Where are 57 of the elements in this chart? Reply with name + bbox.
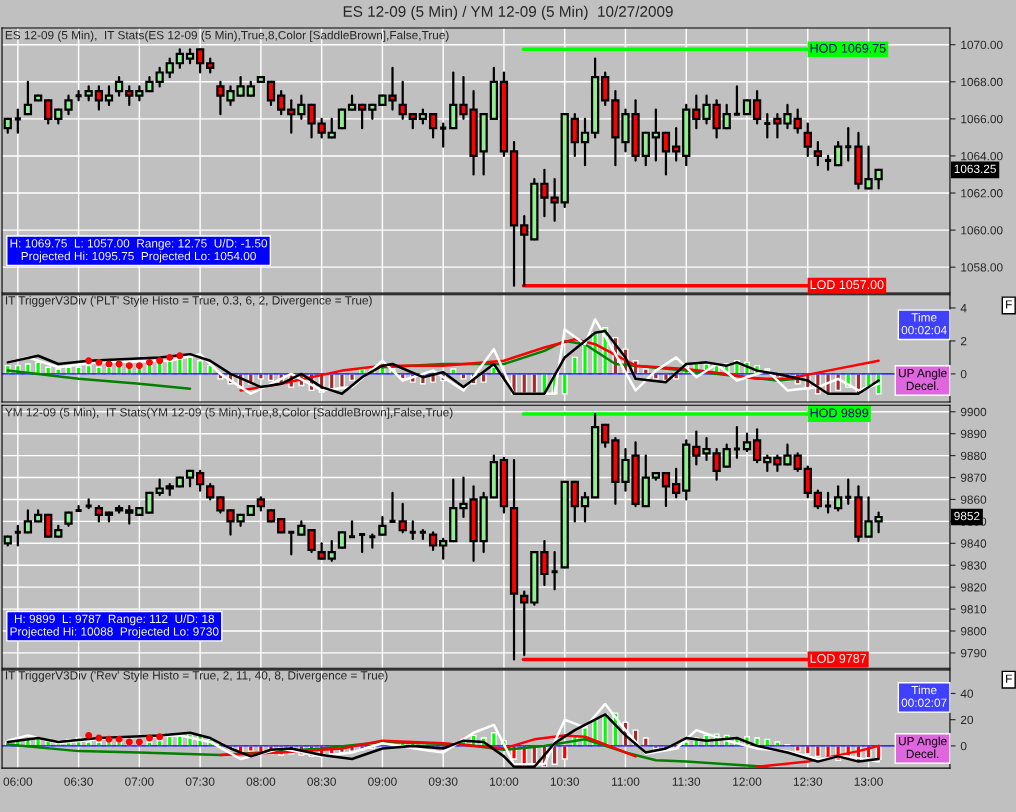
y-tick-label: 9880 <box>960 451 987 461</box>
x-tick-label: 09:30 <box>428 777 458 786</box>
y-tick-label: 0 <box>960 741 967 751</box>
y-tick-label: 1060.00 <box>961 226 1003 235</box>
x-tick-label: 11:00 <box>612 777 640 786</box>
annotation: UP Angle Decel. <box>899 368 947 391</box>
y-tick-label: 9810 <box>960 605 987 614</box>
chart-title: IT TriggerV3Div ('PLT' Style Histo = True, 0.3, 6, 2, Divergence = True) <box>5 295 372 307</box>
y-tick-label: 1062.00 <box>961 189 1003 198</box>
x-tick-label: 11:30 <box>672 777 701 786</box>
y-tick-label: 9830 <box>960 561 987 570</box>
text: 1063.25 <box>954 164 996 174</box>
ref-line-label: HOD 1069.75 <box>810 43 886 53</box>
y-tick-label: 2 <box>960 336 967 346</box>
ref-line-label: LOD 9787 <box>810 654 867 663</box>
text: F <box>1006 300 1012 309</box>
y-tick-label: 9820 <box>960 583 987 592</box>
x-tick-label: 13:00 <box>854 777 883 786</box>
y-tick-label: 1064.00 <box>961 151 1003 161</box>
chart-title: ES 12-09 (5 Min) / YM 12-09 (5 Min) 10/27/2009 <box>343 5 673 20</box>
chart-title: IT TriggerV3Div ('Rev' Style Histo = True, 2, 11, 40, 8, Divergence = True) <box>5 670 388 682</box>
y-tick-label: 1066.00 <box>961 114 1003 124</box>
x-tick-label: 08:00 <box>246 777 276 786</box>
y-tick-label: 0 <box>960 369 967 379</box>
y-tick-label: 9890 <box>960 429 987 439</box>
annotation: Time 00:02:07 <box>901 685 947 707</box>
y-tick-label: 9800 <box>960 627 987 636</box>
x-tick-label: 12:30 <box>793 777 823 786</box>
y-tick-label: 9860 <box>960 495 987 504</box>
y-tick-label: 1070.00 <box>961 40 1003 50</box>
y-tick-label: 9790 <box>960 648 987 658</box>
x-tick-label: 06:00 <box>3 777 33 786</box>
x-tick-label: 12:00 <box>733 777 762 786</box>
x-tick-label: 08:30 <box>307 777 336 786</box>
chart-title: YM 12-09 (5 Min), IT Stats(YM 12-09 (5 Min),True,8,Color [SaddleBrown],False,True) <box>5 407 453 419</box>
ref-line-label: LOD 1057.00 <box>810 280 884 290</box>
chart-subtitle: ES 12-09 (5 Min), IT Stats(ES 12-09 (5 Min),True,8,Color [SaddleBrown],False,True) <box>5 30 449 42</box>
x-tick-label: 06:30 <box>64 777 93 786</box>
x-tick-label: 10:00 <box>490 777 519 786</box>
annotation: H: 9899 L: 9787 Range: 112 U/D: 18 Projected Hi: 10088 Projected Lo: 9730 <box>10 614 219 639</box>
x-tick-label: 07:30 <box>185 777 215 786</box>
text: F <box>1006 674 1012 683</box>
y-tick-label: 20 <box>960 715 974 725</box>
annotation: H: 1069.75 L: 1057.00 Range: 12.75 U/D: -1.50 Projected Hi: 1095.75 Projected Lo: 1054.00 <box>10 238 268 263</box>
x-tick-label: 07:00 <box>125 777 154 786</box>
annotation: UP Angle Decel. <box>899 736 947 759</box>
y-tick-label: 9870 <box>960 473 987 482</box>
y-tick-label: 9900 <box>960 407 987 417</box>
y-tick-label: 1058.00 <box>961 263 1003 272</box>
annotation: Time 00:02:04 <box>901 312 947 335</box>
y-tick-label: 9840 <box>960 539 987 548</box>
y-tick-label: 1068.00 <box>961 77 1003 87</box>
y-tick-label: 40 <box>960 689 974 698</box>
x-tick-label: 10:30 <box>550 777 580 786</box>
ref-line-label: HOD 9899 <box>810 408 869 418</box>
y-tick-label: 4 <box>960 304 967 313</box>
x-tick-label: 09:00 <box>368 777 397 786</box>
